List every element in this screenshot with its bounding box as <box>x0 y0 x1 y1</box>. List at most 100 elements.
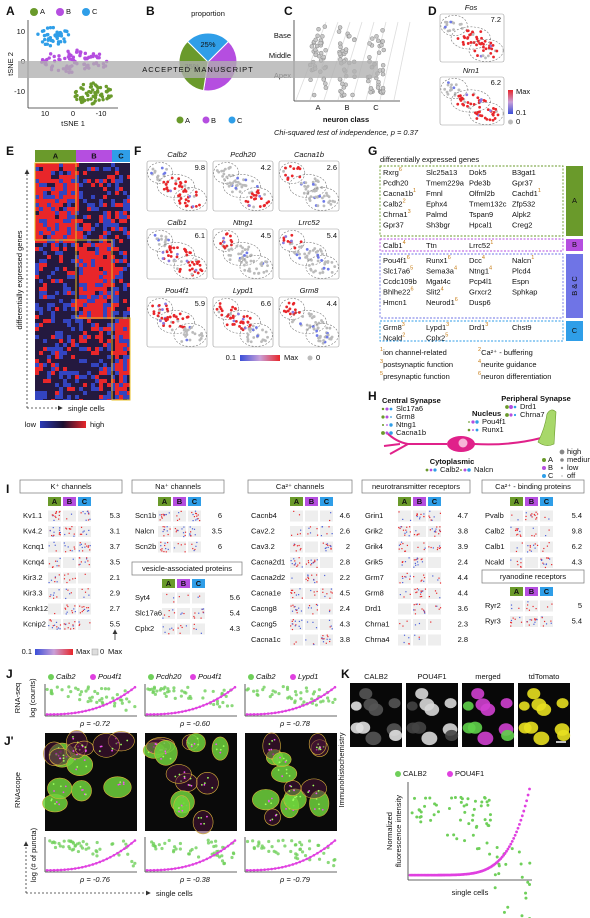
cell <box>111 323 115 327</box>
cell <box>556 698 569 709</box>
dot <box>277 866 280 870</box>
cell <box>99 331 103 335</box>
dot <box>259 197 263 201</box>
cell <box>47 231 51 235</box>
dot <box>296 167 299 170</box>
group-label: A <box>53 151 59 160</box>
gene: Ccdc109b <box>383 277 417 286</box>
cell <box>419 596 421 598</box>
cell <box>88 610 90 612</box>
dot <box>150 171 153 175</box>
dot <box>520 914 524 918</box>
dot <box>74 89 78 94</box>
dot <box>524 891 528 895</box>
dot <box>43 42 48 47</box>
dot <box>45 26 50 30</box>
cell <box>528 609 531 611</box>
panel-label: J <box>6 667 13 681</box>
cell <box>51 163 55 167</box>
dot <box>480 800 484 804</box>
dot <box>66 868 70 871</box>
dot <box>428 796 432 800</box>
cell <box>39 311 43 315</box>
cell <box>400 526 402 528</box>
cell <box>123 231 127 235</box>
gene: Cacna1b1 <box>383 188 416 198</box>
cell <box>71 387 75 391</box>
puncta <box>147 751 150 754</box>
cell <box>174 527 177 530</box>
cell <box>35 223 39 227</box>
puncta <box>190 743 193 746</box>
dot <box>183 184 187 188</box>
dot <box>184 198 188 202</box>
dot <box>216 697 219 701</box>
dot <box>98 698 102 702</box>
max-value: 3.9 <box>458 542 468 551</box>
pie-slice <box>186 32 230 63</box>
dot <box>286 239 290 243</box>
y-axis-title: Normalized <box>385 812 394 850</box>
dot <box>475 117 479 120</box>
cell <box>99 367 103 371</box>
cell <box>415 559 417 561</box>
cell <box>87 299 91 303</box>
cell <box>123 207 127 211</box>
cell <box>534 543 536 545</box>
cell <box>398 511 400 513</box>
gene: Syt4 <box>135 593 150 602</box>
dot <box>78 693 82 697</box>
cell <box>87 227 91 231</box>
cell <box>63 243 67 247</box>
dot <box>163 240 167 244</box>
dot <box>130 688 133 692</box>
dot <box>77 866 80 870</box>
dot <box>87 708 91 712</box>
dot <box>227 184 231 188</box>
cell <box>107 223 111 227</box>
gene: Drd1 <box>520 402 536 411</box>
cell <box>123 355 127 359</box>
cell <box>35 203 39 207</box>
cell <box>194 548 196 551</box>
dot <box>92 101 96 105</box>
cell <box>180 625 182 627</box>
dot <box>165 167 168 171</box>
dot <box>101 97 105 102</box>
cell <box>408 637 410 639</box>
class-tag <box>540 497 553 506</box>
legend-dot <box>48 674 54 680</box>
puncta <box>118 783 121 786</box>
expression-block <box>162 623 205 635</box>
cell <box>197 517 199 520</box>
cell <box>86 558 88 560</box>
cell <box>107 267 111 271</box>
dot <box>506 847 510 851</box>
dot <box>174 179 178 183</box>
block-bg <box>398 619 411 630</box>
class-label: C <box>324 497 330 506</box>
dot <box>67 685 71 689</box>
cell <box>71 303 75 307</box>
cell <box>532 544 535 546</box>
dot <box>262 685 266 689</box>
class-label: C <box>196 579 202 588</box>
class-label: C <box>544 587 550 596</box>
cell <box>115 287 119 291</box>
puncta <box>72 737 75 740</box>
dot <box>190 267 194 271</box>
cell <box>517 533 519 535</box>
cell <box>107 251 111 255</box>
puncta <box>84 746 87 749</box>
gene: Zfp532 <box>512 199 535 208</box>
puncta <box>219 751 222 754</box>
cell <box>312 613 314 615</box>
cell <box>43 219 47 223</box>
puncta <box>99 745 102 748</box>
cell <box>55 355 59 359</box>
cell <box>439 607 442 609</box>
cell <box>428 515 430 517</box>
cell <box>551 564 553 566</box>
cell <box>127 283 130 287</box>
cell <box>402 625 404 627</box>
